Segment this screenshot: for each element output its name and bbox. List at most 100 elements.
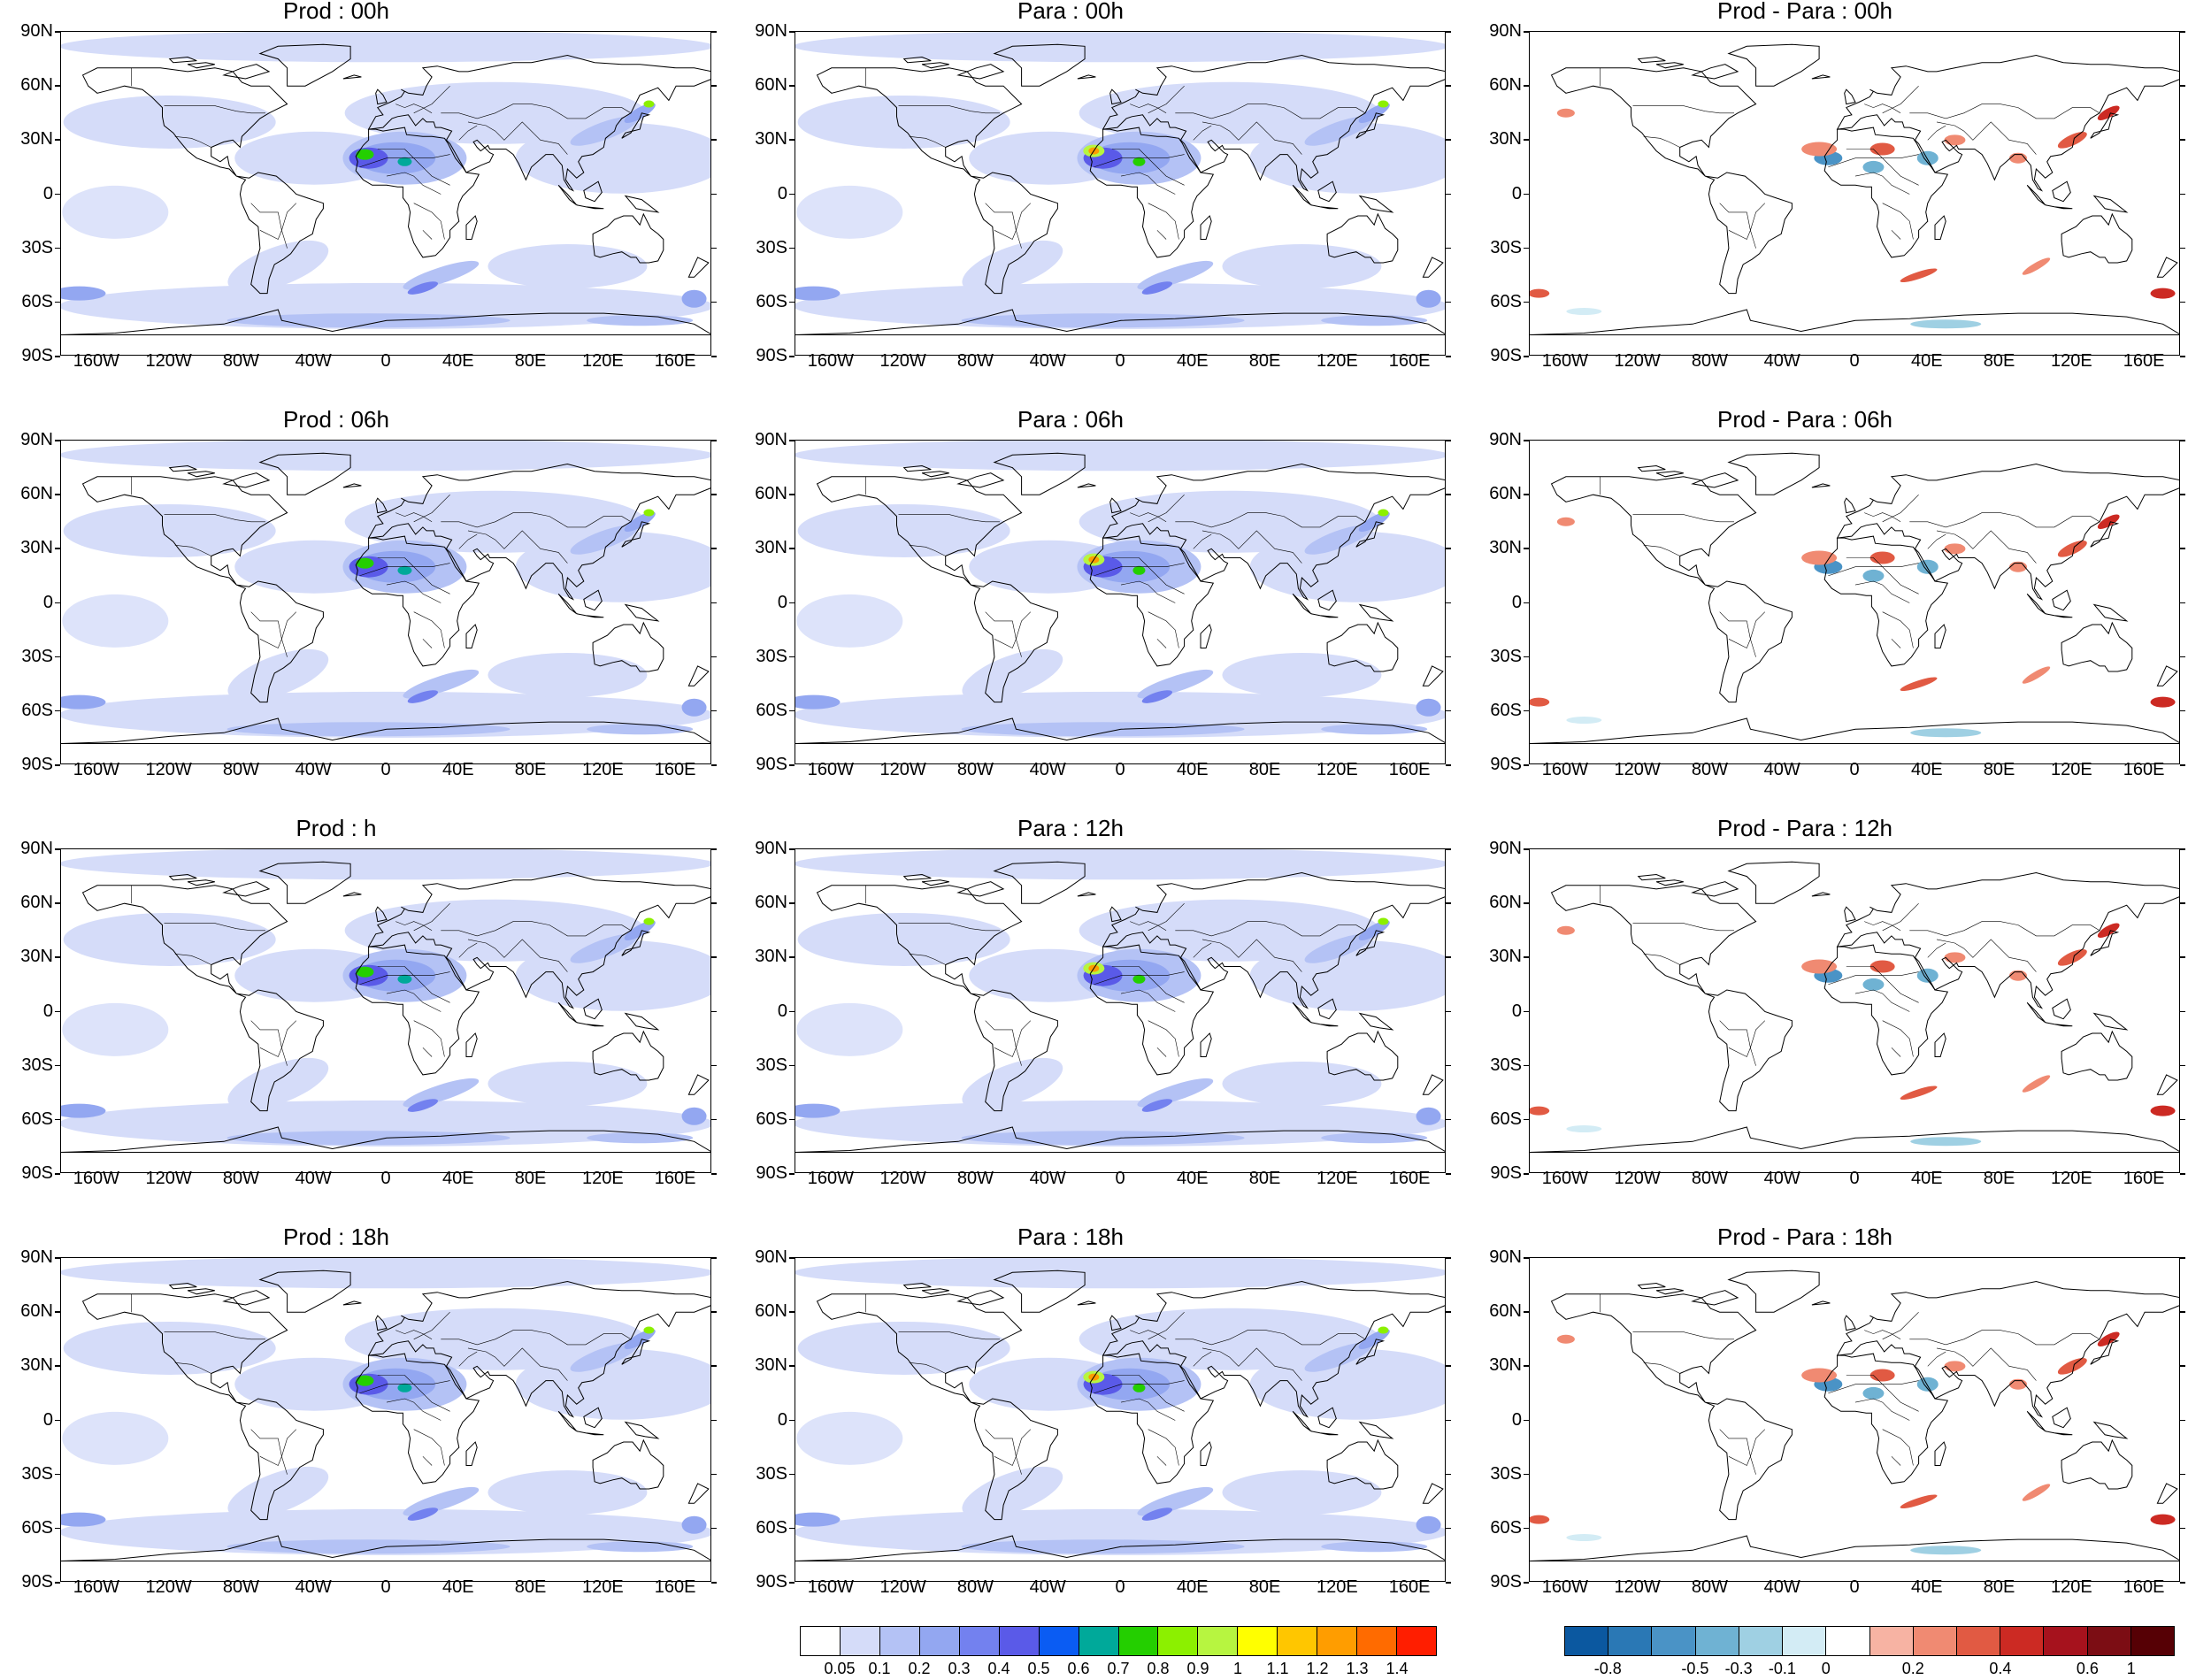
coastline xyxy=(1811,483,1831,488)
lat-tick-label: 0 xyxy=(42,1001,53,1021)
difference-colorbar xyxy=(1564,1626,2175,1656)
coastline xyxy=(2061,212,2133,264)
concentration-shading xyxy=(795,441,1445,738)
country-border xyxy=(1148,494,1185,523)
colorbar-label: 0.1 xyxy=(868,1660,891,1677)
lon-tick-label: 40W xyxy=(1763,1577,1800,1597)
country-border xyxy=(909,545,946,556)
coastline xyxy=(795,309,1445,335)
coastline xyxy=(1530,1535,2179,1561)
coastline xyxy=(258,1270,351,1313)
coastline xyxy=(2026,184,2046,206)
lat-tick xyxy=(2180,1419,2185,1421)
lat-tick-label: 30N xyxy=(755,1355,787,1376)
colorbar-swatch xyxy=(840,1627,880,1655)
country-border xyxy=(467,939,568,972)
coastline xyxy=(168,873,197,881)
coastline xyxy=(816,1293,1058,1521)
coastline xyxy=(2156,1074,2178,1095)
coastline xyxy=(2052,1407,2071,1429)
lon-tick-label: 40E xyxy=(1910,1577,1943,1597)
map-plot xyxy=(795,440,1446,764)
coastline xyxy=(1934,624,1946,648)
lat-tick xyxy=(1446,1582,1451,1584)
country-border xyxy=(1094,563,1185,577)
country-border xyxy=(1175,512,1366,528)
coastline xyxy=(375,88,388,105)
lat-tick xyxy=(1524,1173,1529,1175)
lon-tick-label: 80W xyxy=(1691,760,1728,779)
lon-tick-label: 0 xyxy=(1849,1169,1860,1188)
lat-tick-label: 60S xyxy=(756,1108,787,1129)
lat-tick-label: 30N xyxy=(1489,947,1522,967)
lat-tick-label: 30S xyxy=(756,237,787,257)
coastline xyxy=(1077,1300,1096,1306)
country-border xyxy=(1891,230,1901,240)
country-border xyxy=(1846,149,1919,186)
coastline xyxy=(1823,535,1949,667)
country-border xyxy=(1148,611,1179,648)
country-border xyxy=(1632,514,1734,523)
lat-tick xyxy=(711,1311,717,1313)
country-border xyxy=(164,923,265,932)
country-border xyxy=(250,203,282,240)
lat-tick xyxy=(711,602,717,603)
lat-tick xyxy=(55,848,60,850)
coastline xyxy=(2052,998,2071,1020)
lon-tick-label: 120E xyxy=(2050,760,2092,779)
coastline xyxy=(1422,1483,1444,1504)
lat-tick xyxy=(55,1010,60,1012)
map-plot xyxy=(60,1257,711,1582)
difference-shading xyxy=(1530,514,2176,738)
country-border xyxy=(413,1020,445,1057)
lat-tick xyxy=(1524,902,1529,904)
lat-tick xyxy=(711,1064,717,1067)
country-border xyxy=(1936,939,2037,972)
coastline xyxy=(375,906,388,923)
coastline xyxy=(1550,885,1793,1112)
coastline xyxy=(258,861,351,904)
country-border xyxy=(1193,533,1212,549)
coastline xyxy=(2061,1438,2133,1490)
coastline xyxy=(1550,67,1793,295)
coastline xyxy=(1691,472,1739,488)
country-border xyxy=(281,203,297,249)
lon-tick-label: 120E xyxy=(2050,1577,2092,1597)
lat-tick-label: 60S xyxy=(21,700,53,720)
lat-tick xyxy=(2180,247,2185,249)
lat-tick xyxy=(55,1311,60,1313)
coastline xyxy=(2092,1012,2129,1031)
lat-tick-label: 0 xyxy=(777,1409,787,1430)
coastline xyxy=(993,1270,1086,1313)
coastline xyxy=(1358,1421,1394,1439)
country-border xyxy=(1854,1398,1910,1421)
lat-tick-label: 60S xyxy=(756,1517,787,1538)
coastline xyxy=(81,476,324,703)
country-border xyxy=(1148,203,1179,240)
lat-tick xyxy=(1524,494,1529,495)
country-border xyxy=(1854,580,1910,603)
country-border xyxy=(1201,121,1302,155)
map-panel: Prod - Para : 12h 90N 60N 30N 0 30S 60S 90S 160W… xyxy=(1469,816,2185,1226)
coastline xyxy=(2156,665,2178,687)
lat-tick xyxy=(2180,710,2185,712)
country-border xyxy=(1111,1375,1185,1412)
lat-tick xyxy=(711,1118,717,1121)
map-plot xyxy=(795,31,1446,356)
coastline xyxy=(2052,180,2071,203)
colorbar-label: 0.3 xyxy=(948,1660,971,1677)
lon-tick-label: 80W xyxy=(956,760,994,779)
lat-tick-label: 60N xyxy=(20,1301,53,1322)
coastline xyxy=(576,1431,604,1436)
coastline xyxy=(902,464,932,472)
country-border xyxy=(1201,1347,1302,1381)
coastline xyxy=(1077,74,1096,80)
lon-tick-label: 80W xyxy=(956,1169,994,1188)
map-plot xyxy=(1529,848,2180,1173)
lon-tick-label: 120E xyxy=(581,760,624,779)
country-border xyxy=(1891,639,1901,648)
difference-shading xyxy=(1530,923,2176,1147)
coastline xyxy=(1655,62,1684,69)
lat-tick-label: 30S xyxy=(21,1055,53,1075)
lon-tick-label: 160W xyxy=(807,351,854,371)
